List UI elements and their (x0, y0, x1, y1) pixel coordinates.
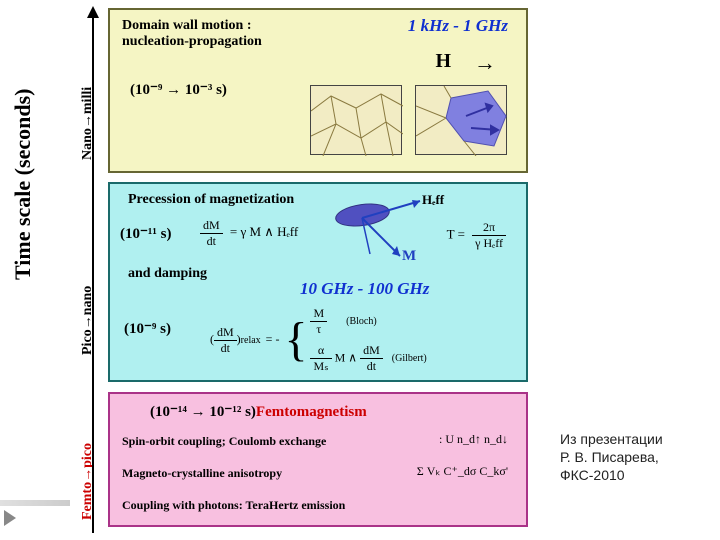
field-H-label: H (435, 50, 451, 73)
panel-top-timescale: (10⁻⁹ → 10⁻³ s) (130, 80, 227, 99)
panel-top-title-l2: nucleation-propagation (122, 34, 262, 50)
domain-box-right (415, 85, 507, 155)
panel-bot-title: Femtomagnetism (256, 404, 367, 420)
femto-line1-rhs: : U n_d↑ n_d↓ (439, 432, 508, 447)
field-arrow-icon: → (474, 50, 496, 76)
precession-diagram: Hₑff M (330, 196, 430, 266)
slide-footer-bar (0, 500, 70, 506)
panel-mid-freq: 10 GHz - 100 GHz (300, 279, 429, 299)
period-eqn: T = 2πγ Hₑff (447, 220, 506, 251)
femto-line2-rhs: Σ Vₖ C⁺_dσ C_kσ' (417, 464, 508, 479)
panel-domain-wall: Domain wall motion : nucleation-propagat… (108, 8, 528, 173)
panel-femtomagnetism: (10⁻¹⁴ → 10⁻¹² s)Femtomagnetism Spin-orb… (108, 392, 528, 527)
panel-bot-timescale: (10⁻¹⁴ → 10⁻¹² s) (150, 404, 256, 420)
time-axis-arrow (92, 8, 94, 533)
slide-nav-icon (4, 510, 16, 526)
femto-line1: Spin-orbit coupling; Coulomb exchange (122, 434, 326, 449)
relaxation-eqn: (dMdt)relax = - { Mτ (Bloch) αMₛ M ∧ dMd… (210, 306, 427, 374)
panel-precession: Precession of magnetization (10⁻¹¹ s) dM… (108, 182, 528, 382)
M-vector-label: M (402, 248, 416, 265)
panel-top-title-l1: Domain wall motion : (122, 18, 252, 34)
femto-line2: Magneto-crystalline anisotropy (122, 466, 282, 481)
yaxis-label: Time scale (seconds) (10, 89, 36, 280)
domain-pattern-icon (311, 86, 403, 156)
precession-eqn: dMdt = γ M ∧ Hₑff (200, 218, 298, 249)
domain-growth-icon (416, 86, 508, 156)
panel-top-freq: 1 kHz - 1 GHz (408, 16, 508, 36)
damping-label: and damping (128, 266, 207, 282)
femto-line3: Coupling with photons: TeraHertz emissio… (122, 498, 345, 513)
domain-box-left (310, 85, 402, 155)
panel-mid-title: Precession of magnetization (128, 192, 294, 208)
attribution-text: Из презентации Р. В. Писарева, ФКС-2010 (560, 430, 663, 485)
panel-mid-ts1: (10⁻¹¹ s) (120, 224, 172, 243)
Heff-label: Hₑff (422, 192, 444, 208)
panel-mid-ts2: (10⁻⁹ s) (124, 319, 171, 338)
